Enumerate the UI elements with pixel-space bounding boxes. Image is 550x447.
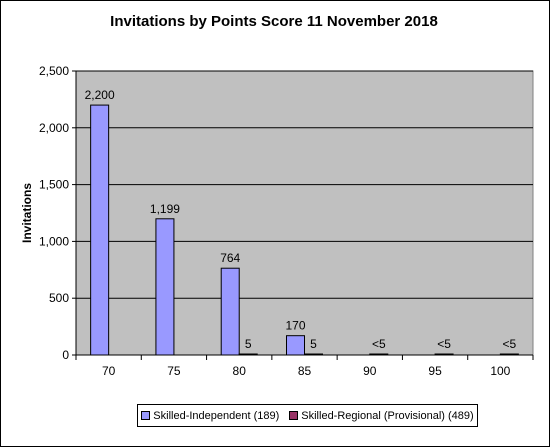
x-tick-label-70: 70	[102, 364, 116, 378]
y-tick-label-4: 2,000	[39, 121, 69, 135]
y-axis-label: Invitations	[20, 183, 34, 243]
x-tick-label-100: 100	[490, 364, 510, 378]
x-tick-label-95: 95	[428, 364, 442, 378]
x-tick-label-80: 80	[233, 364, 247, 378]
data-label-s0-85: 170	[285, 319, 305, 333]
bar-s0-80	[220, 267, 240, 356]
axes: 0 500 1,000 1,500 2,000 2,500 70 75 80 85 90 95 100	[39, 64, 534, 378]
data-labels: 2,200 1,199 764 5 170 5 <5 <5 <5	[85, 88, 517, 351]
y-tick-label-0: 0	[62, 348, 69, 362]
y-tick-label-1: 500	[49, 291, 69, 305]
data-label-s1-85: 5	[310, 337, 317, 351]
y-tick-label-5: 2,500	[39, 64, 69, 78]
y-tick-label-2: 1,000	[39, 234, 69, 248]
legend-label-regional: Skilled-Regional (Provisional) (489)	[301, 409, 474, 422]
bar-s0-70	[90, 104, 110, 356]
data-label-s1-100: <5	[503, 337, 517, 351]
x-tick-label-85: 85	[298, 364, 312, 378]
data-label-s0-80: 764	[220, 251, 240, 265]
data-label-s1-90: <5	[372, 337, 386, 351]
legend-item-independent: Skilled-Independent (189)	[141, 410, 279, 422]
legend-item-regional: Skilled-Regional (Provisional) (489)	[289, 409, 474, 422]
bar-s0-75	[155, 218, 175, 356]
chart-title: Invitations by Points Score 11 November …	[110, 13, 438, 30]
data-label-s1-80: 5	[245, 337, 252, 351]
data-label-s0-75: 1,199	[150, 202, 180, 216]
legend-label-independent: Skilled-Independent (189)	[153, 409, 280, 422]
data-label-s1-95: <5	[437, 337, 451, 351]
y-tick-label-3: 1,500	[39, 178, 69, 192]
legend: Skilled-Independent (189) Skilled-Region…	[137, 404, 478, 427]
gridlines	[76, 70, 533, 299]
legend-swatch-regional	[289, 411, 299, 420]
legend-swatch-independent	[141, 411, 151, 420]
plot-area	[75, 70, 534, 356]
bar-s0-85	[286, 335, 305, 356]
data-label-s0-70: 2,200	[85, 88, 115, 102]
x-tick-label-90: 90	[363, 364, 377, 378]
x-tick-label-75: 75	[167, 364, 181, 378]
